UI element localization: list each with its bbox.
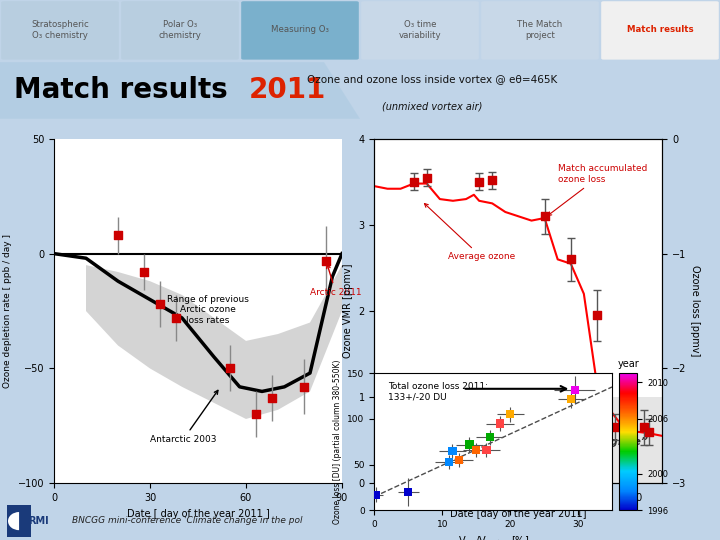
- Point: [320, 256, 332, 265]
- Text: Match results: Match results: [626, 25, 693, 35]
- Text: year: year: [617, 359, 639, 369]
- Point: [446, 447, 458, 455]
- Y-axis label: Ozone depletion rate [ ppb / day ]: Ozone depletion rate [ ppb / day ]: [3, 234, 12, 388]
- Text: Match results: Match results: [14, 77, 228, 104]
- Text: Minimum reached during
1985 Antarctic ozone hole
at this level.: Minimum reached during 1985 Antarctic oz…: [406, 413, 506, 442]
- Point: [505, 410, 516, 418]
- Text: Range of previous
Arctic ozone
loss rates: Range of previous Arctic ozone loss rate…: [166, 295, 248, 325]
- Text: Total ozone loss 2011:
133+/-20 DU: Total ozone loss 2011: 133+/-20 DU: [388, 382, 488, 402]
- Point: [112, 231, 124, 240]
- Text: (unmixed vortex air): (unmixed vortex air): [382, 102, 482, 111]
- Text: Antarctic 2003: Antarctic 2003: [150, 390, 218, 444]
- Point: [569, 386, 580, 394]
- Point: [370, 490, 382, 499]
- Point: [154, 300, 166, 308]
- Text: Arctic 2011: Arctic 2011: [310, 265, 361, 297]
- Point: [473, 178, 485, 186]
- X-axis label: Date [ day of the year 2011 ]: Date [ day of the year 2011 ]: [127, 509, 269, 518]
- Point: [444, 457, 455, 466]
- Bar: [374, 397, 662, 483]
- Point: [494, 419, 505, 428]
- FancyBboxPatch shape: [601, 1, 719, 59]
- Point: [464, 440, 475, 449]
- Y-axis label: Ozone loss [DU] (partial column 380-550K): Ozone loss [DU] (partial column 380-550K…: [333, 360, 342, 524]
- Point: [539, 212, 550, 221]
- Text: RMI: RMI: [29, 516, 49, 526]
- Text: O₃ time
variability: O₃ time variability: [399, 20, 441, 39]
- Wedge shape: [8, 512, 19, 530]
- Text: Match accumulated
ozone loss: Match accumulated ozone loss: [548, 165, 647, 215]
- Point: [481, 446, 492, 454]
- Bar: [7, 505, 31, 537]
- Point: [421, 173, 433, 182]
- Point: [170, 314, 181, 322]
- Text: Measuring O₃: Measuring O₃: [271, 25, 329, 35]
- Point: [639, 423, 650, 431]
- FancyBboxPatch shape: [361, 1, 479, 59]
- X-axis label: V$_{res}$/V$_{vortex}$ [%]: V$_{res}$/V$_{vortex}$ [%]: [458, 535, 528, 540]
- Point: [591, 311, 603, 320]
- Y-axis label: Ozone loss [ppmv]: Ozone loss [ppmv]: [690, 265, 701, 357]
- Point: [138, 268, 149, 276]
- Text: ozone hole “regime”: ozone hole “regime”: [518, 436, 649, 447]
- Text: Ozone and ozone loss inside vortex @ eθ=465K: Ozone and ozone loss inside vortex @ eθ=…: [307, 74, 557, 84]
- Text: Stratospheric
O₃ chemistry: Stratospheric O₃ chemistry: [31, 20, 89, 39]
- Text: BNCGG mini-conference 'Climate change in the pol: BNCGG mini-conference 'Climate change in…: [72, 516, 302, 525]
- Polygon shape: [0, 62, 360, 119]
- FancyBboxPatch shape: [481, 1, 599, 59]
- Point: [470, 446, 482, 454]
- Text: 2011: 2011: [248, 77, 325, 104]
- Text: Average ozone: Average ozone: [425, 204, 515, 261]
- FancyBboxPatch shape: [1, 1, 119, 59]
- Point: [565, 395, 577, 403]
- Point: [487, 176, 498, 185]
- Point: [408, 178, 420, 186]
- Text: Polar O₃
chemistry: Polar O₃ chemistry: [158, 20, 202, 39]
- FancyBboxPatch shape: [121, 1, 239, 59]
- Point: [402, 488, 414, 496]
- FancyBboxPatch shape: [241, 1, 359, 59]
- Point: [484, 433, 495, 442]
- Polygon shape: [86, 265, 342, 419]
- Point: [644, 427, 655, 436]
- Point: [298, 382, 310, 391]
- X-axis label: Date [day of the year 2011]: Date [day of the year 2011]: [450, 509, 587, 518]
- Point: [454, 456, 465, 464]
- Point: [565, 255, 577, 264]
- Point: [250, 410, 261, 418]
- Point: [224, 364, 235, 373]
- Point: [266, 394, 277, 403]
- Y-axis label: Ozone VMR [ppmv]: Ozone VMR [ppmv]: [343, 264, 353, 359]
- Text: The Match
project: The Match project: [518, 20, 562, 39]
- Point: [610, 423, 621, 431]
